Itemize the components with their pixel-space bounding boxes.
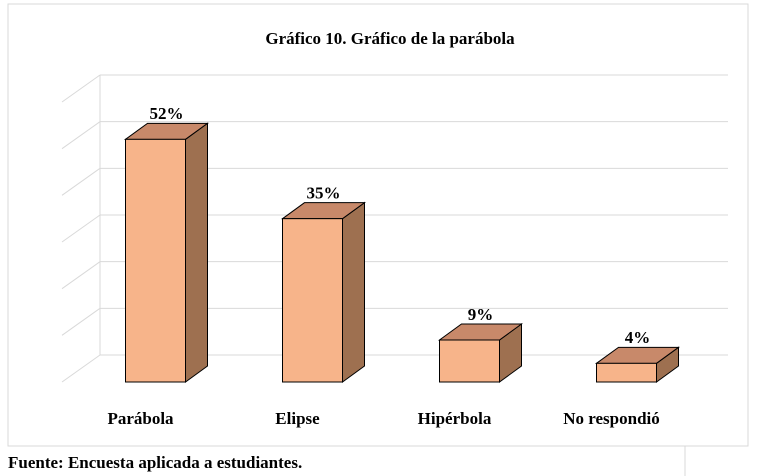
bar: [439, 339, 500, 383]
grid-line: [61, 307, 101, 336]
bar-side: [342, 201, 365, 383]
grid-line: [61, 261, 101, 290]
x-tick-label: Elipse: [275, 409, 320, 428]
grid-line: [61, 74, 101, 103]
x-tick-label: Hipérbola: [418, 409, 492, 428]
data-label: 35%: [307, 184, 341, 203]
x-tick-label: No respondió: [563, 409, 660, 428]
chart-title: Gráfico 10. Gráfico de la parábola: [265, 29, 515, 48]
grid-line: [61, 214, 101, 243]
source-note: Fuente: Encuesta aplicada a estudiantes.: [8, 453, 302, 472]
bar-side: [185, 122, 208, 383]
bar: [282, 218, 343, 383]
x-tick-label: Parábola: [107, 409, 174, 428]
grid-line: [61, 167, 101, 196]
bar: [596, 362, 657, 383]
bar: [125, 138, 186, 383]
data-label: 52%: [150, 104, 184, 123]
grid-line: [61, 354, 101, 383]
data-label: 4%: [625, 328, 651, 347]
grid-line: [61, 121, 101, 150]
data-label: 9%: [468, 305, 494, 324]
